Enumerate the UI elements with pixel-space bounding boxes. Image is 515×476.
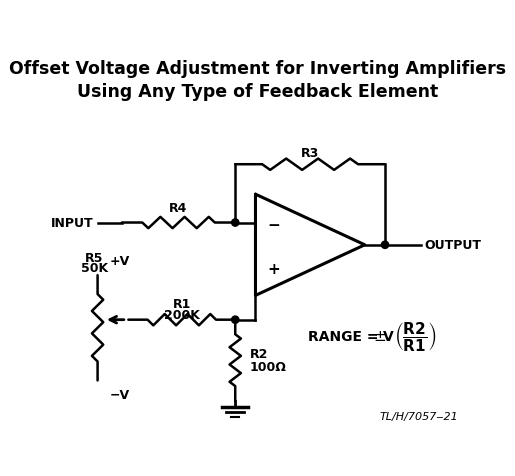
Text: V: V (383, 329, 394, 343)
Text: −V: −V (110, 389, 130, 402)
Text: R3: R3 (301, 147, 319, 160)
Text: INPUT: INPUT (51, 217, 94, 229)
Text: RANGE =: RANGE = (308, 329, 384, 343)
Circle shape (232, 219, 239, 227)
Text: $\left(\dfrac{\mathbf{R2}}{\mathbf{R1}}\right)$: $\left(\dfrac{\mathbf{R2}}{\mathbf{R1}}\… (394, 320, 436, 353)
Text: R1: R1 (173, 298, 191, 310)
Circle shape (232, 317, 239, 324)
Text: OUTPUT: OUTPUT (425, 239, 482, 252)
Text: 100Ω: 100Ω (250, 360, 287, 373)
Text: Using Any Type of Feedback Element: Using Any Type of Feedback Element (77, 82, 438, 100)
Text: 200K: 200K (164, 308, 200, 322)
Text: +: + (267, 262, 280, 277)
Text: 50K: 50K (81, 261, 108, 274)
Circle shape (382, 242, 389, 249)
Text: TL/H/7057‒21: TL/H/7057‒21 (379, 411, 458, 421)
Text: +V: +V (110, 255, 130, 268)
Text: R5: R5 (85, 251, 104, 264)
Text: R4: R4 (169, 202, 188, 215)
Text: $\pm$: $\pm$ (373, 329, 386, 344)
Text: R2: R2 (250, 347, 268, 360)
Text: Offset Voltage Adjustment for Inverting Amplifiers: Offset Voltage Adjustment for Inverting … (9, 60, 506, 78)
Text: −: − (267, 217, 280, 232)
